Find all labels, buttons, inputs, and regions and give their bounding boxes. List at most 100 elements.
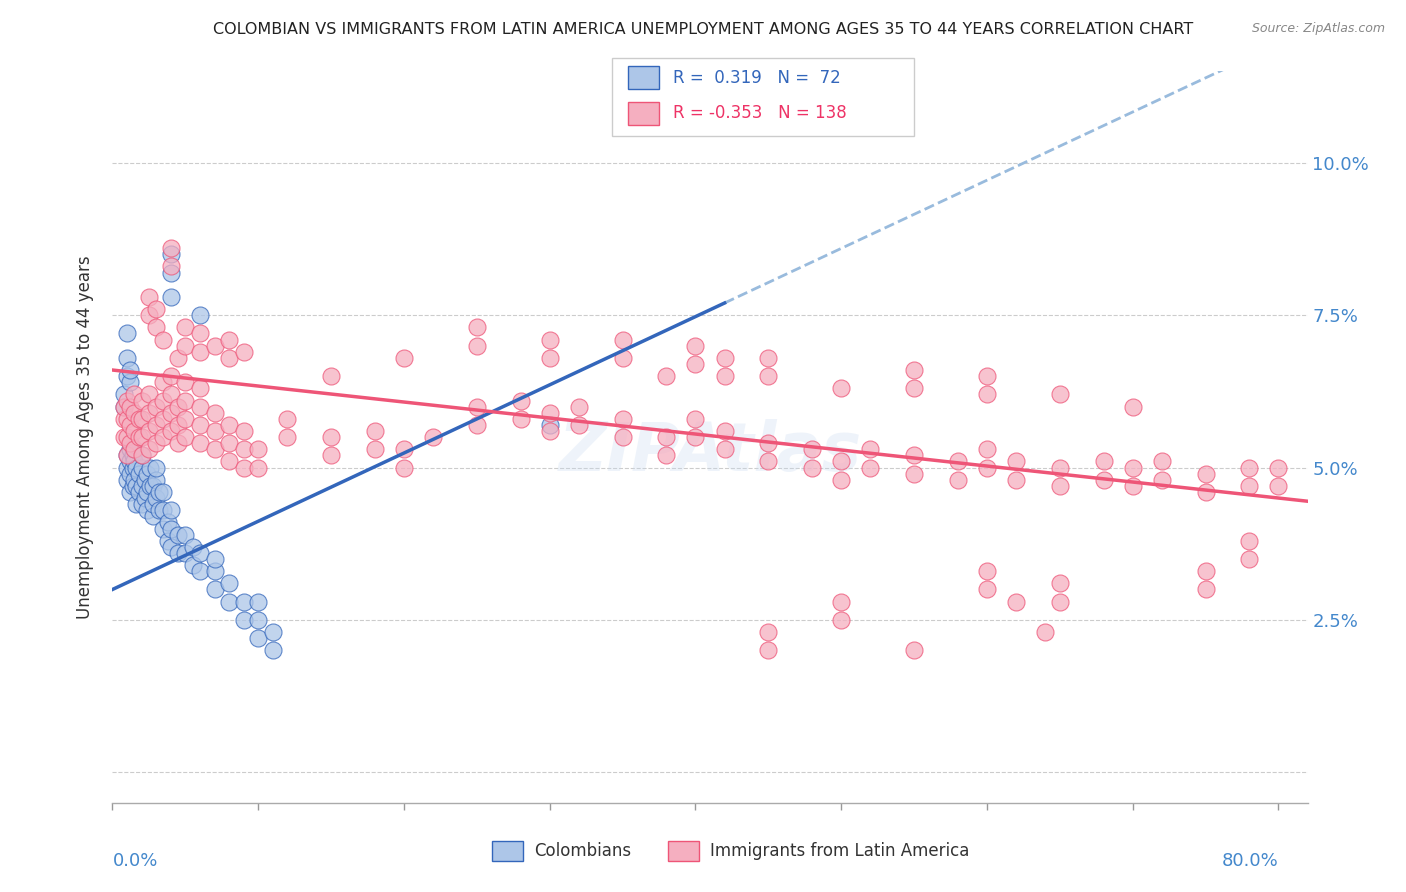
Point (509, 412, 531, 426)
Point (392, 351, 415, 365)
Point (422, 430, 444, 444)
Point (128, 412, 150, 426)
Point (139, 479, 162, 493)
Point (112, 387, 135, 401)
Point (134, 491, 156, 505)
Point (136, 485, 159, 500)
Point (159, 406, 181, 420)
Point (655, 369, 678, 384)
Point (319, 430, 342, 444)
Point (125, 497, 148, 511)
Point (138, 290, 160, 304)
Point (131, 479, 153, 493)
Point (1049, 460, 1071, 475)
Point (218, 454, 240, 468)
Point (118, 436, 141, 450)
Point (115, 351, 138, 365)
Point (232, 344, 254, 359)
Point (181, 540, 204, 554)
Point (152, 412, 174, 426)
Point (115, 460, 138, 475)
Point (538, 351, 561, 365)
Point (1194, 582, 1216, 597)
Point (364, 442, 387, 457)
Point (124, 454, 146, 468)
Point (1150, 473, 1173, 487)
Point (713, 369, 735, 384)
Point (145, 417, 167, 432)
Point (204, 582, 226, 597)
Point (1239, 533, 1261, 548)
Point (167, 417, 190, 432)
Point (756, 436, 779, 450)
Point (247, 460, 270, 475)
Point (152, 393, 174, 408)
Point (204, 442, 226, 457)
Point (276, 412, 298, 426)
Point (115, 430, 138, 444)
Point (1005, 473, 1028, 487)
Point (131, 430, 153, 444)
Point (145, 460, 167, 475)
Point (830, 454, 852, 468)
Point (204, 338, 226, 352)
Point (159, 424, 181, 438)
Point (976, 460, 998, 475)
Point (128, 467, 150, 481)
Point (903, 363, 925, 377)
Point (118, 485, 141, 500)
Point (612, 412, 634, 426)
Point (465, 338, 488, 352)
Point (232, 442, 254, 457)
Point (122, 479, 145, 493)
Point (1092, 473, 1115, 487)
Point (946, 454, 969, 468)
Point (131, 449, 153, 463)
Point (131, 393, 153, 408)
Point (167, 436, 190, 450)
Point (188, 436, 211, 450)
Point (188, 546, 211, 560)
Point (509, 393, 531, 408)
Point (145, 320, 167, 334)
Point (903, 381, 925, 395)
Point (115, 449, 138, 463)
Point (159, 387, 181, 401)
Point (156, 516, 179, 530)
Point (538, 424, 561, 438)
Point (756, 643, 779, 657)
Point (138, 308, 160, 322)
Point (1049, 594, 1071, 608)
Point (713, 351, 735, 365)
Point (465, 417, 488, 432)
Point (218, 333, 240, 347)
Point (167, 400, 190, 414)
Point (946, 473, 969, 487)
Point (167, 546, 190, 560)
Point (188, 308, 211, 322)
Point (125, 460, 148, 475)
Point (538, 333, 561, 347)
Point (612, 430, 634, 444)
Point (903, 643, 925, 657)
Text: Immigrants from Latin America: Immigrants from Latin America (710, 842, 969, 860)
Point (1239, 460, 1261, 475)
Point (685, 338, 707, 352)
Point (167, 527, 190, 541)
Point (188, 417, 211, 432)
Point (204, 406, 226, 420)
Point (125, 479, 148, 493)
Text: COLOMBIAN VS IMMIGRANTS FROM LATIN AMERICA UNEMPLOYMENT AMONG AGES 35 TO 44 YEAR: COLOMBIAN VS IMMIGRANTS FROM LATIN AMERI… (212, 22, 1194, 37)
Point (181, 558, 204, 573)
Point (112, 400, 135, 414)
Y-axis label: Unemployment Among Ages 35 to 44 years: Unemployment Among Ages 35 to 44 years (76, 255, 94, 619)
Point (859, 442, 882, 457)
Point (976, 369, 998, 384)
Point (247, 632, 270, 646)
Point (148, 485, 170, 500)
Point (131, 460, 153, 475)
Point (136, 503, 159, 517)
Point (159, 503, 181, 517)
Point (159, 369, 181, 384)
Point (124, 424, 146, 438)
